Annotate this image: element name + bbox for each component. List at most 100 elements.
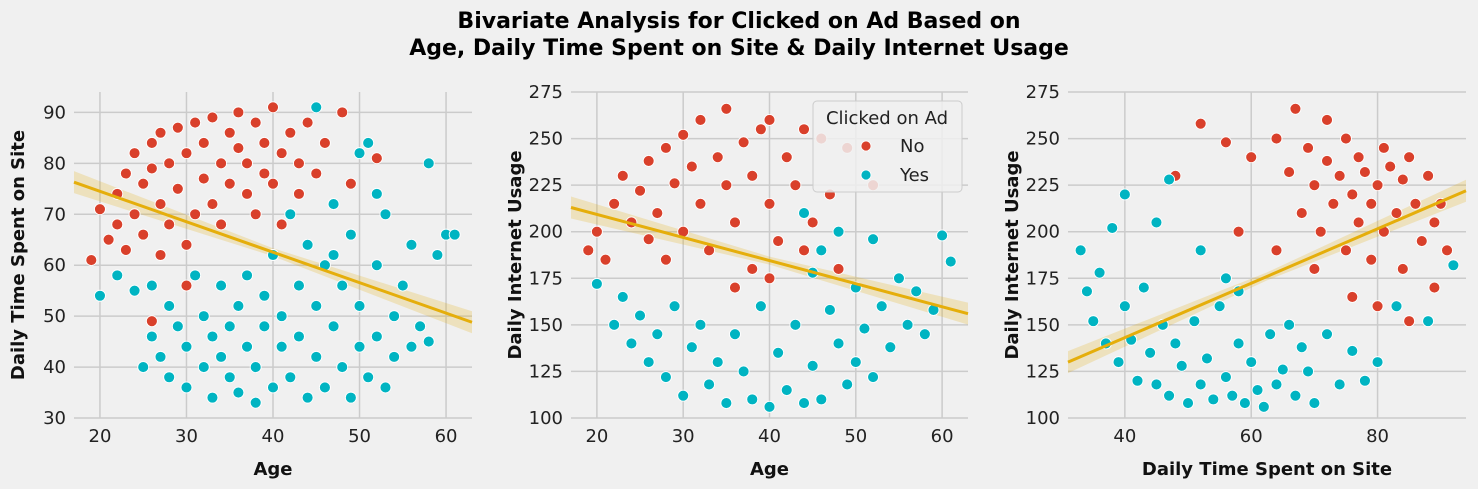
grid-lines [1068,91,1466,419]
point-no [258,136,271,149]
point-no [284,126,297,139]
point-no [128,147,141,160]
point-no [608,197,621,210]
y-tick-label: 40 [43,357,66,378]
points-yes [590,207,957,413]
x-tick-label: 20 [585,426,608,447]
x-tick-label: 30 [672,426,695,447]
point-no [1327,197,1340,210]
x-tick-labels: 40 60 80 [1113,426,1389,447]
point-no [241,157,253,170]
point-no [1302,141,1315,154]
point-yes [1283,318,1296,331]
point-no [1384,160,1397,173]
point-yes [267,381,279,394]
point-no [206,198,219,211]
point-yes [798,207,810,220]
x-tick-label: 60 [1240,426,1263,447]
y-tick-label: 100 [1026,408,1060,429]
point-no [720,102,733,115]
point-yes [249,361,262,374]
point-yes [379,208,392,221]
point-yes [1150,216,1163,229]
point-yes [1289,389,1302,402]
point-no [1321,113,1333,126]
point-yes [1358,374,1371,387]
point-yes [310,101,323,114]
point-yes [1074,244,1087,257]
point-yes [388,310,401,323]
point-no [154,126,167,139]
point-yes [625,337,638,350]
x-axis-label: Age [750,459,789,480]
point-yes [884,341,897,354]
suptitle-line-1: Bivariate Analysis for Clicked on Ad Bas… [457,9,1020,34]
y-tick-label: 100 [529,408,563,429]
point-no [1333,169,1346,182]
point-yes [327,198,340,211]
point-yes [180,381,193,394]
point-no [1321,154,1333,167]
point-yes [431,249,444,261]
y-tick-label: 200 [529,222,563,243]
point-yes [1163,173,1176,186]
point-no [1308,179,1321,192]
point-no [1283,166,1296,179]
point-no [763,197,776,210]
y-tick-label: 200 [1026,222,1060,243]
point-yes [1346,344,1359,357]
point-no [616,169,629,182]
point-yes [668,300,681,313]
point-no [215,157,228,170]
point-yes [249,396,262,409]
y-tick-label: 225 [529,175,563,196]
point-no [310,167,323,180]
point-yes [1207,393,1220,406]
point-no [729,281,741,294]
point-no [189,116,202,129]
point-yes [893,272,905,285]
point-yes [590,277,603,290]
point-no [206,111,219,124]
point-no [318,136,331,149]
point-yes [867,233,880,246]
point-yes [215,350,228,363]
point-yes [841,378,854,391]
point-yes [414,320,427,333]
point-yes [293,330,305,343]
points-no [582,102,880,294]
point-yes [370,259,383,272]
point-no [1270,132,1283,145]
point-yes [318,381,331,394]
point-yes [729,328,741,341]
point-yes [1081,285,1093,298]
point-yes [163,371,176,384]
regression-line-path [73,180,473,324]
point-no [772,235,785,247]
x-tick-labels: 20 30 40 50 60 [585,426,953,447]
point-no [685,160,698,173]
point-yes [353,147,366,160]
point-yes [1093,266,1106,279]
y-tick-label: 275 [529,82,563,103]
legend-marker-no [860,140,872,152]
point-no [677,128,690,141]
y-tick-label: 125 [1026,361,1060,382]
legend-label-yes: Yes [899,165,929,186]
x-axis-label: Daily Time Spent on Site [1142,459,1392,480]
legend-title: Clicked on Ad [826,108,948,129]
point-no [154,249,167,261]
y-tick-label: 275 [1026,82,1060,103]
point-yes [232,386,245,399]
y-tick-labels: 30 40 50 60 70 80 90 [43,102,66,429]
x-tick-label: 30 [175,426,198,447]
point-no [232,142,245,154]
point-no [275,147,288,160]
point-no [711,151,724,164]
point-yes [789,318,802,331]
point-no [1428,281,1441,294]
point-yes [1194,244,1207,257]
point-no [258,167,271,180]
point-no [1194,117,1207,130]
point-no [590,225,603,238]
